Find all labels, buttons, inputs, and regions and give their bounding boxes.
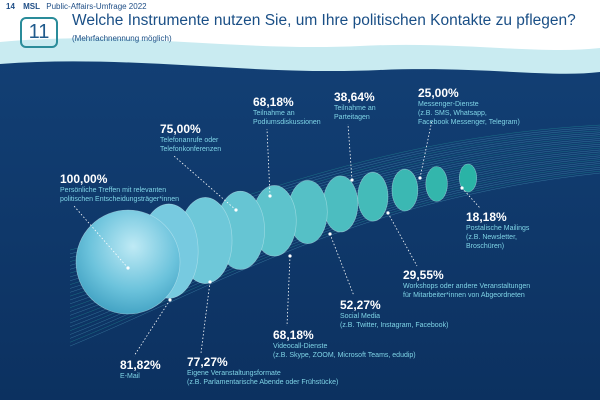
leader-line	[387, 212, 418, 267]
leader-line	[200, 281, 211, 354]
category-label: Workshops oder andere Veranstaltungen fü…	[403, 283, 531, 299]
value-label: 81,82%	[120, 358, 161, 372]
leader-dot	[168, 298, 172, 302]
category-label: Social Media (z.B. Twitter, Instagram, F…	[340, 313, 449, 329]
data-label: 75,00% Telefonanrufe oder Telefonkonferen…	[160, 122, 221, 154]
leader-lines	[73, 119, 481, 357]
leader-dot	[386, 211, 390, 215]
value-label: 29,55%	[403, 268, 444, 282]
value-label: 75,00%	[160, 122, 201, 136]
data-label: 100,00% Persönliche Treffen mit relevante…	[60, 172, 179, 204]
data-label: 68,18% Videocall-Dienste (z.B. Skype, ZOO…	[273, 328, 416, 360]
survey-name: Public-Affairs-Umfrage 2022	[46, 2, 147, 11]
page-number: 14	[6, 2, 15, 11]
value-label: 38,64%	[334, 90, 375, 104]
value-label: 52,27%	[340, 298, 381, 312]
category-label: Videocall-Dienste (z.B. Skype, ZOOM, Mic…	[273, 343, 416, 359]
question-subtitle: (Mehrfachnennung möglich)	[72, 34, 172, 43]
data-label: 29,55% Workshops oder andere Veranstaltun…	[403, 268, 530, 300]
value-label: 68,18%	[273, 328, 314, 342]
category-label: Telefonanrufe oder Telefonkonferenzen	[160, 137, 222, 153]
leader-dot	[208, 280, 212, 284]
leader-line	[419, 119, 433, 179]
leader-dot	[328, 232, 332, 236]
data-label: 81,82% E-Mail	[120, 358, 161, 381]
leader-dot	[268, 194, 272, 198]
category-label: Teilnahme an Parteitagen	[334, 105, 376, 121]
data-label: 25,00% Messenger-Dienste (z.B. SMS, Whats…	[418, 86, 520, 127]
leader-dot	[288, 254, 292, 258]
leader-line	[266, 128, 271, 197]
leader-dot	[418, 176, 422, 180]
data-bubble	[75, 209, 181, 315]
flow-streak	[69, 170, 600, 343]
page-header: 14 MSL Public-Affairs-Umfrage 2022	[6, 2, 147, 11]
bubble-chain	[75, 163, 477, 315]
data-bubble	[391, 168, 419, 212]
leader-line	[461, 187, 481, 209]
leader-dot	[350, 178, 354, 182]
category-label: Teilnahme an Podiumsdiskussionen	[253, 110, 321, 126]
data-label: 68,18% Teilnahme an Podiumsdiskussionen	[253, 95, 321, 127]
category-label: Persönliche Treffen mit relevanten polit…	[60, 187, 180, 203]
brand-name: MSL	[23, 2, 41, 11]
category-label: E-Mail	[120, 373, 140, 380]
leader-line	[286, 255, 291, 327]
category-label: Messenger-Dienste (z.B. SMS, Whatsapp, F…	[418, 101, 520, 126]
data-bubble	[322, 175, 359, 233]
leader-dot	[126, 266, 130, 270]
value-label: 68,18%	[253, 95, 294, 109]
category-label: Postalische Mailings (z.B. Newsletter, B…	[466, 225, 530, 250]
leader-line	[347, 123, 353, 181]
value-label: 18,18%	[466, 210, 507, 224]
data-label: 18,18% Postalische Mailings (z.B. Newslet…	[466, 210, 529, 251]
value-label: 25,00%	[418, 86, 459, 100]
question-number: 11	[20, 17, 58, 48]
data-label: 77,27% Eigene Veranstaltungsformate (z.B.…	[187, 355, 338, 387]
data-label: 52,27% Social Media (z.B. Twitter, Instag…	[340, 298, 448, 330]
leader-dot	[460, 186, 464, 190]
category-label: Eigene Veranstaltungsformate (z.B. Parla…	[187, 370, 339, 386]
value-label: 77,27%	[187, 355, 228, 369]
flow-streak	[69, 172, 600, 347]
data-bubble	[425, 166, 448, 202]
leader-dot	[234, 208, 238, 212]
value-label: 100,00%	[60, 172, 108, 186]
leader-line	[133, 299, 171, 357]
question-title: Welche Instrumente nutzen Sie, um Ihre p…	[72, 12, 576, 29]
data-bubble	[459, 163, 477, 193]
data-bubble	[357, 171, 389, 222]
data-label: 38,64% Teilnahme an Parteitagen	[334, 90, 376, 122]
leader-line	[329, 233, 355, 297]
